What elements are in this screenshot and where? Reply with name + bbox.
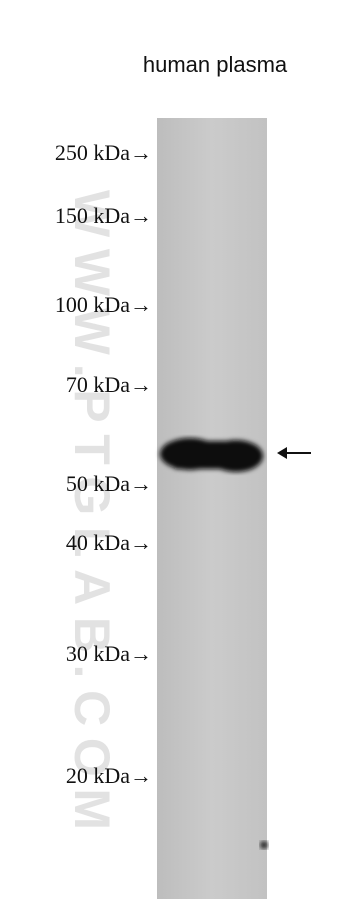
band <box>160 438 263 472</box>
lane-label: human plasma <box>143 52 288 77</box>
marker-label: 250 kDa→ <box>55 140 152 165</box>
marker-label: 50 kDa→ <box>66 471 152 496</box>
marker-label: 70 kDa→ <box>66 372 152 397</box>
spot <box>260 841 268 849</box>
blot-lane <box>157 118 267 899</box>
band-arrow <box>277 447 311 459</box>
marker-label: 20 kDa→ <box>66 763 152 788</box>
marker-label: 30 kDa→ <box>66 641 152 666</box>
marker-label: 40 kDa→ <box>66 530 152 555</box>
marker-label: 100 kDa→ <box>55 292 152 317</box>
marker-label: 150 kDa→ <box>55 203 152 228</box>
